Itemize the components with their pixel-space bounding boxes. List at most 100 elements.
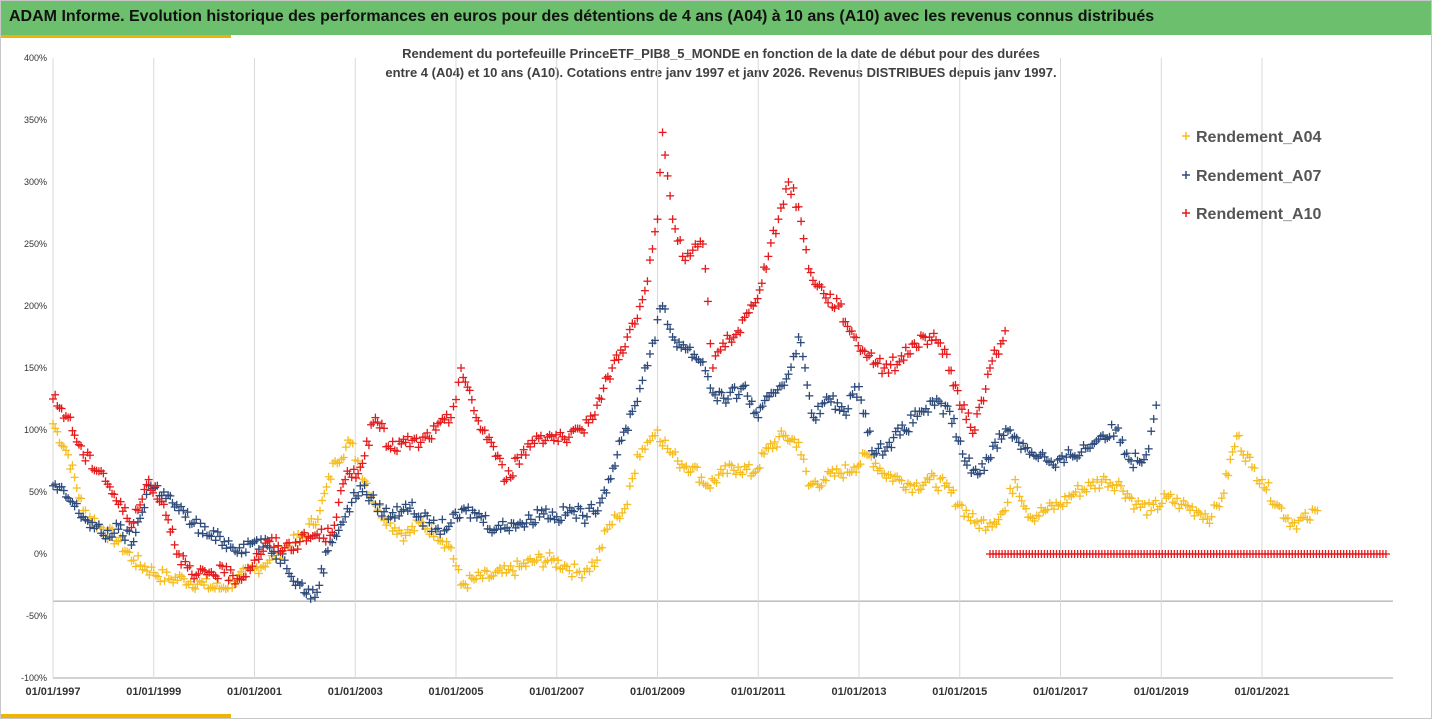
data-point [760,396,769,405]
data-point [645,349,654,358]
data-point [127,523,136,532]
data-point [666,191,675,200]
data-point [743,392,752,401]
data-point [213,579,222,588]
data-point [993,444,1002,453]
y-tick-label: -100% [21,673,47,683]
data-point [575,424,584,433]
data-point [1205,519,1214,528]
data-point [202,574,211,583]
data-point [548,508,557,517]
data-point [539,509,548,518]
data-point [1024,513,1033,522]
legend-label: Rendement_A07 [1196,168,1321,185]
data-point [1039,508,1048,517]
data-point [226,575,235,584]
data-point [623,333,632,341]
data-point [867,349,876,358]
data-point [949,486,958,495]
data-point [533,505,542,514]
data-point [116,497,125,506]
data-point [530,557,539,566]
axes-group: 400% 350% 300% 250% 200% 150% 100% 50% 0% -50% -10… [21,53,1393,698]
data-point [302,590,311,599]
data-point [161,511,170,520]
data-point [330,521,339,530]
data-point [500,477,509,486]
data-point [831,405,840,414]
data-point [1201,509,1210,518]
data-point [975,403,984,412]
data-point [829,391,838,400]
data-point [1228,447,1237,456]
data-point [1129,504,1138,513]
data-point [369,490,378,499]
data-point [252,562,261,571]
data-point [545,548,554,557]
data-point [97,529,106,538]
data-point [1286,522,1295,531]
data-point [332,513,341,522]
data-point [854,341,863,350]
data-point [403,432,412,441]
data-point [429,421,438,430]
data-point [1095,484,1104,493]
data-point [742,465,751,474]
data-point [618,348,627,357]
data-point [550,515,559,524]
data-point [582,512,591,521]
data-point [549,436,558,445]
data-point [957,501,966,510]
data-point [992,520,1001,529]
data-point [842,411,851,420]
data-point [960,457,969,465]
data-point [145,570,154,579]
data-point [351,473,360,482]
data-point [427,527,436,536]
data-point [552,563,561,572]
data-point [348,439,357,448]
data-point [384,515,393,524]
data-point [620,504,629,513]
data-point [843,322,852,331]
data-point [83,516,92,525]
data-point [695,478,704,487]
x-tick-label: 01/01/2007 [529,686,584,698]
data-point [515,460,524,469]
data-point [49,419,57,428]
data-point [908,488,917,497]
data-point [653,426,662,434]
data-point [1114,424,1123,433]
data-point [958,450,967,459]
data-point [862,353,871,362]
data-point [929,329,938,338]
data-point [833,398,842,407]
data-point [136,514,145,523]
data-point [939,409,948,418]
data-point [1093,475,1102,484]
data-point [1255,479,1264,488]
data-point [149,488,158,497]
data-point [598,543,607,552]
data-point [1131,449,1140,458]
data-point [241,548,250,557]
data-point [369,419,378,428]
data-point [888,477,897,486]
data-point [716,465,725,474]
data-point [457,364,466,372]
data-point [461,378,470,387]
data-point [686,467,695,476]
data-point [431,426,440,434]
data-point [142,490,151,499]
data-point [871,459,880,468]
data-point [630,401,639,410]
legend-item: Rendement_A07 [1182,168,1321,185]
data-point [1262,485,1271,494]
data-point [358,459,367,468]
data-point [766,439,775,448]
data-point [703,372,712,381]
data-point [611,461,620,470]
data-point [929,471,938,480]
data-point [723,469,732,478]
data-point [1157,499,1166,508]
